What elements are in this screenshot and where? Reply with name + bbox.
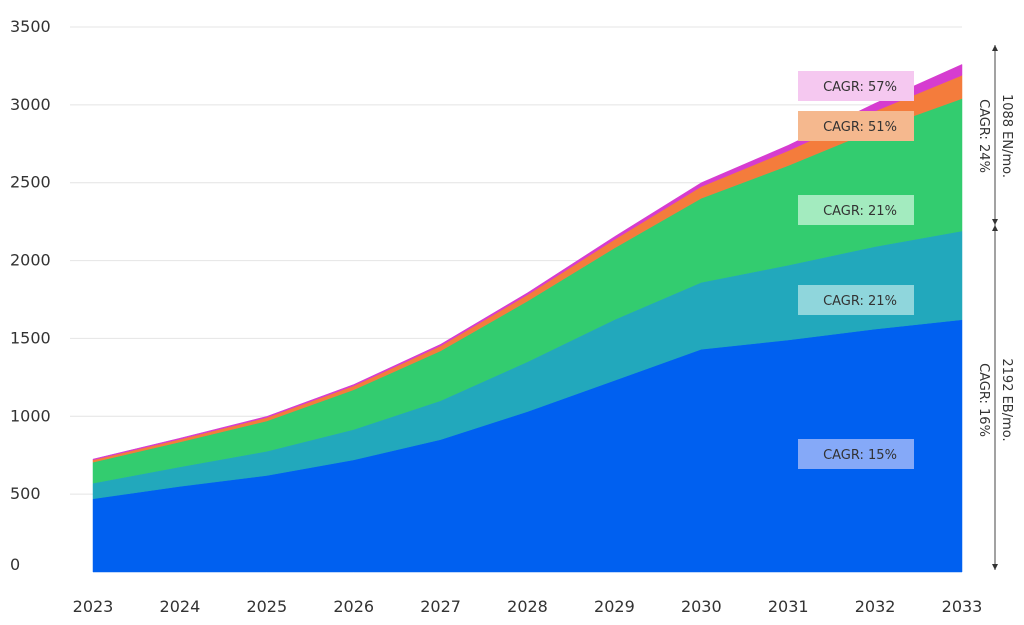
cagr-label-3: CAGR: 21% [823, 294, 897, 309]
total-brackets: 1088 EN/mo. CAGR: 24% 2192 EB/mo. CAGR: 16% [976, 45, 1014, 570]
bracket-label-2: 2192 EB/mo. [999, 358, 1014, 441]
x-tick-label-6: 2029 [594, 597, 635, 616]
cagr-box-1 [798, 111, 914, 141]
cagr-annotations: CAGR: 57% CAGR: 51% CAGR: 21% CAGR: 21% CAGR… [798, 71, 914, 469]
y-axis-ticks: 0 500 1000 1500 2000 2500 3000 3500 [10, 17, 51, 574]
y-tick-label-5: 2500 [10, 173, 51, 192]
cagr-label-1: CAGR: 51% [823, 120, 897, 135]
cagr-box-4 [798, 439, 914, 469]
x-tick-label-4: 2027 [420, 597, 461, 616]
bracket-arrow-top-0 [992, 45, 998, 51]
x-tick-label-0: 2023 [73, 597, 114, 616]
bracket-arrow-bottom-1 [992, 564, 998, 570]
bracket-arrow-top-1 [992, 225, 998, 231]
bracket-label-3: CAGR: 16% [976, 363, 991, 437]
y-tick-label-1: 500 [10, 484, 41, 503]
x-tick-label-3: 2026 [333, 597, 374, 616]
area-series-4 [92, 64, 963, 461]
y-tick-label-2: 1000 [10, 406, 51, 425]
y-tick-label-3: 1500 [10, 328, 51, 347]
x-tick-label-7: 2030 [681, 597, 722, 616]
x-tick-label-8: 2031 [768, 597, 809, 616]
bracket-arrow-bottom-0 [992, 219, 998, 225]
x-tick-label-1: 2024 [160, 597, 201, 616]
cagr-label-4: CAGR: 15% [823, 448, 897, 463]
x-tick-label-5: 2028 [507, 597, 548, 616]
y-tick-label-4: 2000 [10, 251, 51, 270]
x-tick-label-10: 2033 [942, 597, 983, 616]
x-tick-label-2: 2025 [246, 597, 287, 616]
bracket-label-1: CAGR: 24% [976, 99, 991, 173]
x-tick-label-9: 2032 [855, 597, 896, 616]
cagr-label-2: CAGR: 21% [823, 204, 897, 219]
cagr-label-0: CAGR: 57% [823, 80, 897, 95]
y-tick-label-0: 0 [10, 555, 20, 574]
cagr-box-0 [798, 71, 914, 101]
y-tick-label-7: 3500 [10, 17, 51, 36]
area-series [92, 64, 963, 573]
y-tick-label-6: 3000 [10, 95, 51, 114]
cagr-box-2 [798, 195, 914, 225]
cagr-box-3 [798, 285, 914, 315]
bracket-label-0: 1088 EN/mo. [999, 94, 1014, 178]
x-axis-ticks: 2023 2024 2025 2026 2027 2028 2029 2030 2031 2032… [73, 597, 983, 616]
